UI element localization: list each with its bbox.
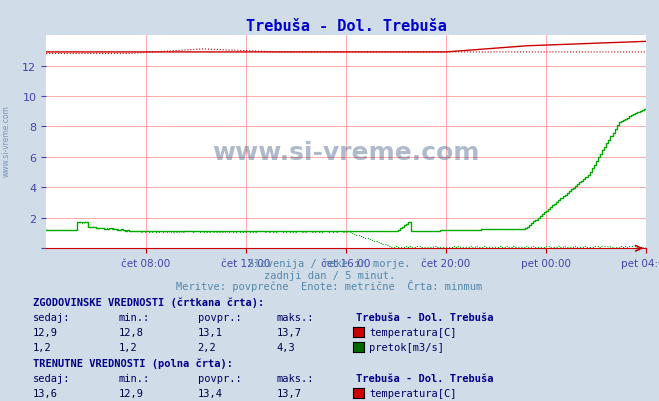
Text: 2,2: 2,2 xyxy=(198,342,216,352)
Text: 12,9: 12,9 xyxy=(119,388,144,398)
Text: www.si-vreme.com: www.si-vreme.com xyxy=(212,141,480,165)
Text: 13,6: 13,6 xyxy=(33,388,58,398)
Text: www.si-vreme.com: www.si-vreme.com xyxy=(2,105,11,176)
Text: sedaj:: sedaj: xyxy=(33,312,71,322)
Text: 12,8: 12,8 xyxy=(119,327,144,337)
Text: maks.:: maks.: xyxy=(277,373,314,383)
Text: 12,9: 12,9 xyxy=(33,327,58,337)
Text: 1,2: 1,2 xyxy=(119,342,137,352)
Text: pretok[m3/s]: pretok[m3/s] xyxy=(369,342,444,352)
Text: min.:: min.: xyxy=(119,373,150,383)
Text: 4,3: 4,3 xyxy=(277,342,295,352)
Text: povpr.:: povpr.: xyxy=(198,312,241,322)
Text: min.:: min.: xyxy=(119,312,150,322)
Text: 1,2: 1,2 xyxy=(33,342,51,352)
Text: Trebuša - Dol. Trebuša: Trebuša - Dol. Trebuša xyxy=(356,373,494,383)
Text: zadnji dan / 5 minut.: zadnji dan / 5 minut. xyxy=(264,270,395,280)
Text: temperatura[C]: temperatura[C] xyxy=(369,388,457,398)
Text: Meritve: povprečne  Enote: metrične  Črta: minmum: Meritve: povprečne Enote: metrične Črta:… xyxy=(177,279,482,291)
Text: 13,7: 13,7 xyxy=(277,388,302,398)
Text: ZGODOVINSKE VREDNOSTI (črtkana črta):: ZGODOVINSKE VREDNOSTI (črtkana črta): xyxy=(33,296,264,307)
Text: Slovenija / reke in morje.: Slovenija / reke in morje. xyxy=(248,259,411,269)
Text: TRENUTNE VREDNOSTI (polna črta):: TRENUTNE VREDNOSTI (polna črta): xyxy=(33,357,233,368)
Text: maks.:: maks.: xyxy=(277,312,314,322)
Text: povpr.:: povpr.: xyxy=(198,373,241,383)
Text: 13,4: 13,4 xyxy=(198,388,223,398)
Text: sedaj:: sedaj: xyxy=(33,373,71,383)
Text: temperatura[C]: temperatura[C] xyxy=(369,327,457,337)
Text: 13,1: 13,1 xyxy=(198,327,223,337)
Text: Trebuša - Dol. Trebuša: Trebuša - Dol. Trebuša xyxy=(356,312,494,322)
Title: Trebuša - Dol. Trebuša: Trebuša - Dol. Trebuša xyxy=(246,18,446,34)
Text: 13,7: 13,7 xyxy=(277,327,302,337)
